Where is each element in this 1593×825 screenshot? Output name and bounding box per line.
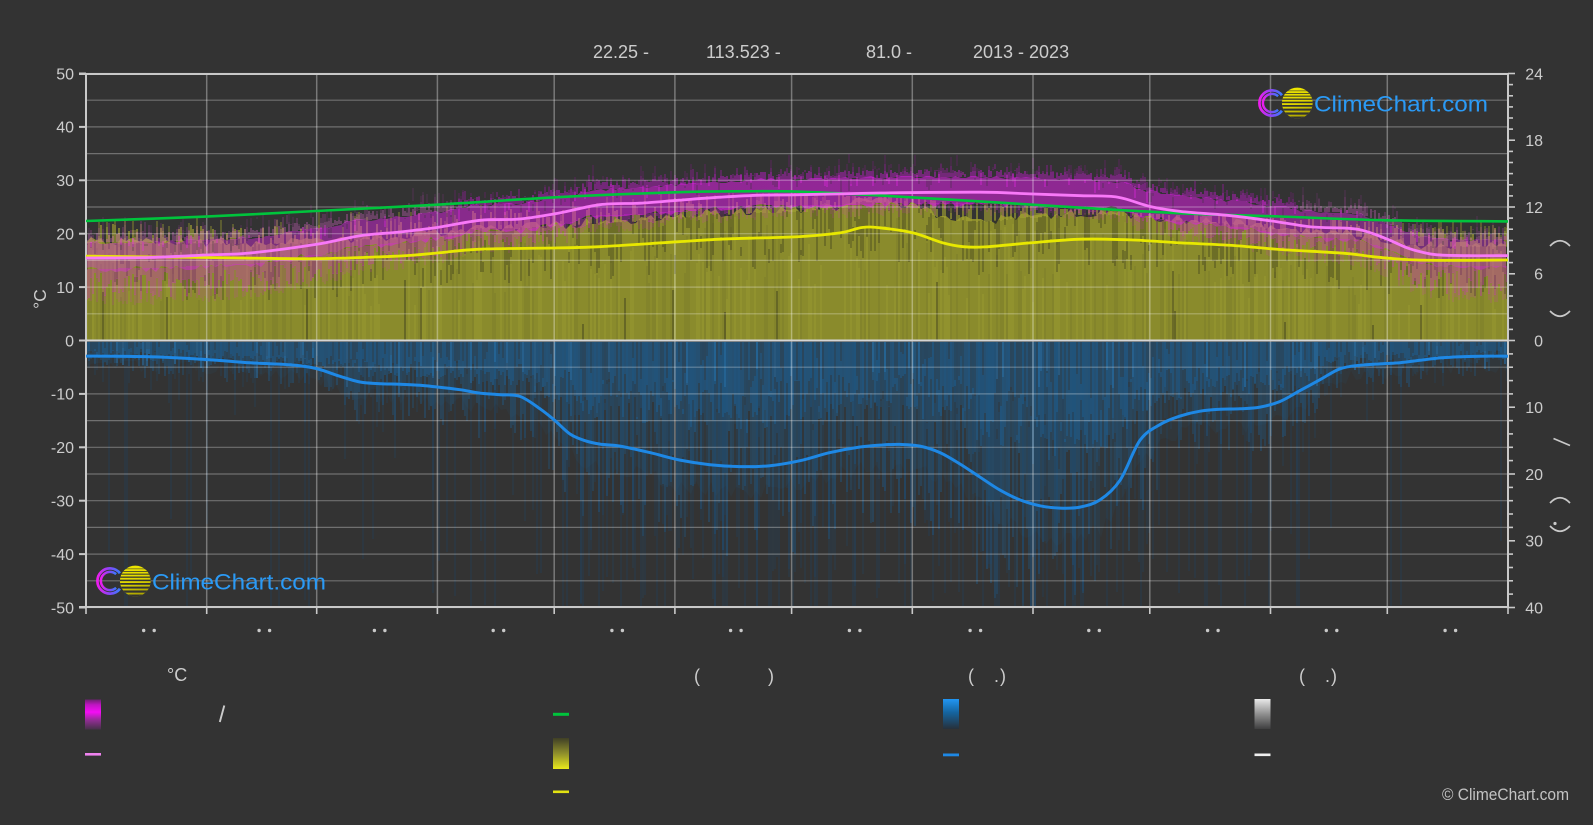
svg-text:50: 50 [56, 66, 74, 83]
svg-text:10: 10 [1525, 400, 1543, 417]
svg-text:ClimeChart.com: ClimeChart.com [1314, 91, 1488, 116]
svg-text:22.25 -: 22.25 - [593, 42, 649, 62]
svg-text:40: 40 [1525, 600, 1543, 617]
svg-text:-20: -20 [51, 440, 74, 457]
svg-text:°C: °C [30, 289, 50, 309]
svg-text:20: 20 [56, 227, 74, 244]
svg-text:30: 30 [56, 173, 74, 190]
svg-text:.: . [994, 666, 999, 686]
svg-text:10: 10 [56, 280, 74, 297]
svg-text:24: 24 [1525, 66, 1543, 83]
svg-text:© ClimeChart.com: © ClimeChart.com [1442, 786, 1569, 804]
svg-text:): ) [768, 666, 774, 686]
svg-text:40: 40 [56, 120, 74, 137]
svg-text:81.0 -: 81.0 - [866, 42, 912, 62]
svg-text:-40: -40 [51, 547, 74, 564]
svg-text:.: . [1325, 666, 1330, 686]
svg-text:2013 - 2023: 2013 - 2023 [973, 42, 1069, 62]
svg-text:12: 12 [1525, 200, 1543, 217]
svg-text:(: ( [1299, 666, 1305, 686]
svg-text:6: 6 [1534, 267, 1543, 284]
svg-text:113.523 -: 113.523 - [706, 42, 781, 62]
svg-text:18: 18 [1525, 133, 1543, 150]
svg-text:0: 0 [65, 333, 74, 350]
svg-text:30: 30 [1525, 534, 1543, 551]
svg-text:(: ( [694, 666, 700, 686]
svg-text:ClimeChart.com: ClimeChart.com [152, 569, 326, 594]
svg-text:0: 0 [1534, 333, 1543, 350]
svg-text:-30: -30 [51, 494, 74, 511]
svg-text:-50: -50 [51, 600, 74, 617]
svg-text:20: 20 [1525, 467, 1543, 484]
svg-text:-10: -10 [51, 387, 74, 404]
svg-text:(: ( [968, 666, 974, 686]
svg-text:°C: °C [167, 665, 187, 685]
svg-text:): ) [1000, 666, 1006, 686]
svg-text:): ) [1331, 666, 1337, 686]
